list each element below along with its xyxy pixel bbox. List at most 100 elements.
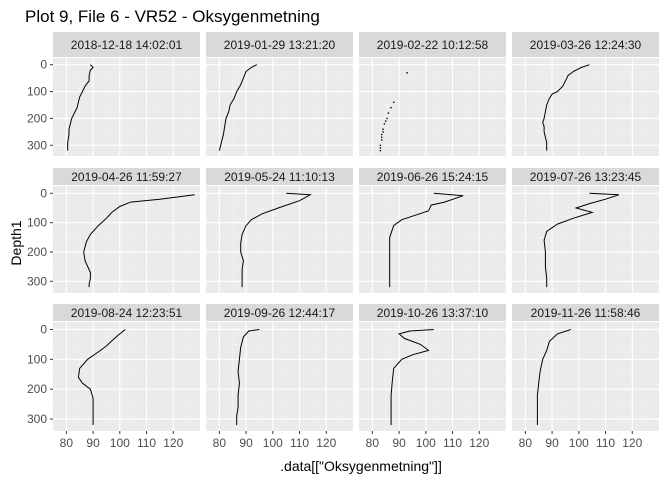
facet-grid: 2018-12-18 14:02:01 0 100 200 300 2019-01-29 …: [27, 32, 659, 450]
profile-line: [542, 64, 590, 151]
facet-strip-label: 2019-10-26 13:37:10: [377, 306, 489, 320]
y-tick-label: 300: [27, 138, 47, 152]
panel-background: [359, 58, 506, 156]
profile-line: [390, 329, 434, 425]
facet-strip: [206, 304, 353, 321]
y-tick-label: 200: [27, 111, 47, 125]
x-tick-label: 90: [545, 436, 559, 450]
profile-line: [389, 192, 464, 288]
facet-strip: [512, 32, 659, 57]
facet-strip: [359, 304, 506, 321]
profile-line: [240, 192, 312, 288]
y-tick-label: 300: [27, 274, 47, 288]
data-point: [390, 106, 392, 109]
data-point: [379, 144, 382, 147]
profile-line: [77, 329, 126, 425]
facet-panel: 2019-11-26 11:58:46 80 90 100 110 120: [511, 304, 659, 450]
facet-panel: 2018-12-18 14:02:01 0 100 200 300: [27, 32, 200, 156]
x-tick-label: 110: [443, 436, 462, 450]
panel-background: [53, 58, 200, 156]
profile-line: [218, 64, 258, 151]
x-axis-title: .data[["Oksygenmetning"]]: [280, 458, 442, 474]
x-tick-label: 100: [263, 436, 283, 450]
facet-panel: 2019-05-24 11:10:13: [205, 168, 353, 293]
profile-line: [236, 329, 260, 425]
facet-panel: 2019-08-24 12:23:51 0 100 200 300 80 90 100 110 1…: [27, 304, 200, 450]
facet-strip-label: 2019-07-26 13:23:45: [530, 170, 642, 184]
y-tick-label: 100: [27, 216, 47, 230]
x-tick-label: 120: [622, 436, 642, 450]
panel-background: [206, 186, 353, 293]
facet-panel: 2019-10-26 13:37:10 80 90 100 110 120: [358, 304, 506, 450]
facet-panel: 2019-02-22 10:12:58: [358, 32, 506, 156]
panel-background: [53, 322, 200, 431]
data-point: [384, 120, 387, 122]
y-tick-label: 200: [27, 382, 47, 396]
x-tick-label: 110: [137, 436, 156, 450]
facet-strip: [512, 168, 659, 185]
data-point: [383, 122, 386, 125]
profile-line: [543, 192, 620, 288]
facet-panel: 2019-06-26 15:24:15: [358, 168, 506, 293]
y-tick-label: 200: [27, 245, 47, 259]
y-tick-label: 100: [27, 85, 47, 99]
facet-strip-label: 2019-05-24 11:10:13: [224, 170, 335, 184]
x-tick-label: 110: [596, 436, 615, 450]
facet-panel: 2019-01-29 13:21:20: [205, 32, 353, 156]
data-point: [380, 139, 383, 141]
panel-background: [206, 322, 353, 431]
y-tick-label: 100: [27, 352, 47, 366]
y-tick-label: 0: [40, 186, 47, 200]
facet-strip: [512, 304, 659, 321]
facet-strip-label: 2019-06-26 15:24:15: [377, 170, 489, 184]
panel-background: [512, 186, 659, 293]
facet-panel: 2019-03-26 12:24:30: [511, 32, 659, 156]
y-tick-label: 0: [40, 322, 47, 336]
x-tick-label: 90: [86, 436, 100, 450]
data-point: [382, 128, 384, 130]
facet-strip-label: 2019-09-26 12:44:17: [224, 306, 336, 320]
facet-panel: 2019-04-26 11:59:27 0 100 200 300: [27, 168, 200, 293]
x-tick-label: 100: [569, 436, 589, 450]
data-point: [379, 149, 382, 152]
profile-line: [536, 329, 571, 425]
chart-title: Plot 9, File 6 - VR52 - Oksygenmetning: [25, 7, 320, 26]
panel-background: [512, 58, 659, 156]
x-tick-label: 90: [239, 436, 253, 450]
panel-background: [359, 186, 506, 293]
facet-strip-label: 2019-02-22 10:12:58: [377, 38, 489, 52]
data-point: [392, 101, 395, 104]
data-point: [387, 112, 390, 114]
facet-strip-label: 2019-04-26 11:59:27: [71, 170, 182, 184]
data-point: [380, 136, 383, 139]
facet-strip: [53, 304, 200, 321]
facet-panel: 2019-09-26 12:44:17 80 90 100 110 120: [205, 304, 353, 450]
x-tick-label: 120: [316, 436, 336, 450]
x-tick-label: 80: [60, 436, 74, 450]
data-point: [406, 71, 408, 74]
x-tick-label: 120: [163, 436, 183, 450]
data-point: [379, 147, 382, 149]
y-tick-label: 0: [40, 58, 47, 72]
profile-line: [67, 64, 94, 151]
facet-strip-label: 2019-11-26 11:58:46: [531, 306, 641, 320]
profile-line: [83, 194, 195, 288]
facet-strip: [206, 168, 353, 185]
panel-background: [359, 322, 506, 431]
x-tick-label: 80: [213, 436, 227, 450]
x-tick-label: 110: [290, 436, 309, 450]
panel-background: [512, 322, 659, 431]
x-tick-label: 120: [469, 436, 489, 450]
data-point: [386, 117, 388, 120]
x-tick-label: 80: [366, 436, 380, 450]
data-point: [382, 131, 384, 133]
facet-strip-label: 2019-08-24 12:23:51: [71, 306, 183, 320]
facet-panel: 2019-07-26 13:23:45: [511, 168, 659, 293]
x-tick-label: 100: [416, 436, 436, 450]
y-tick-label: 300: [27, 412, 47, 426]
x-tick-label: 90: [392, 436, 406, 450]
y-axis-title: Depth1: [8, 220, 24, 265]
facet-strip-label: 2019-03-26 12:24:30: [530, 38, 642, 52]
facet-strip: [359, 168, 506, 185]
